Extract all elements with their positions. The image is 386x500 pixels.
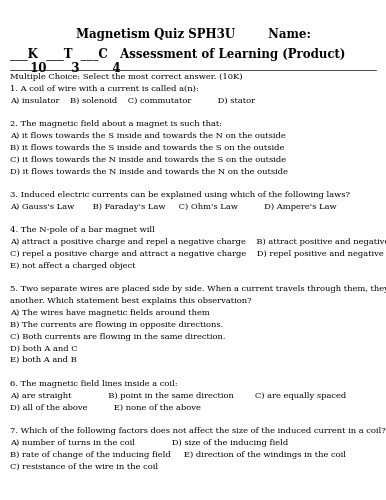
Text: A) are straight              B) point in the same direction        C) are equall: A) are straight B) point in the same dir…	[10, 392, 346, 400]
Text: D) both A and C: D) both A and C	[10, 344, 78, 352]
Text: C) Both currents are flowing in the same direction.: C) Both currents are flowing in the same…	[10, 332, 225, 340]
Text: B) it flows towards the S inside and towards the S on the outside: B) it flows towards the S inside and tow…	[10, 144, 284, 152]
Text: E) not affect a charged object: E) not affect a charged object	[10, 262, 135, 270]
Text: another. Which statement best explains this observation?: another. Which statement best explains t…	[10, 297, 252, 305]
Text: C) resistance of the wire in the coil: C) resistance of the wire in the coil	[10, 462, 158, 470]
Text: 10      3        4: 10 3 4	[22, 62, 120, 75]
Text: C) repel a positive charge and attract a negative charge    D) repel positive an: C) repel a positive charge and attract a…	[10, 250, 386, 258]
Text: D) all of the above          E) none of the above: D) all of the above E) none of the above	[10, 404, 201, 411]
Text: 4. The N-pole of a bar magnet will: 4. The N-pole of a bar magnet will	[10, 226, 155, 234]
Text: 5. Two separate wires are placed side by side. When a current travels through th: 5. Two separate wires are placed side by…	[10, 286, 386, 294]
Text: 6. The magnetic field lines inside a coil:: 6. The magnetic field lines inside a coi…	[10, 380, 178, 388]
Text: D) it flows towards the N inside and towards the N on the outside: D) it flows towards the N inside and tow…	[10, 168, 288, 175]
Text: Multiple Choice: Select the most correct answer. (10K): Multiple Choice: Select the most correct…	[10, 73, 243, 81]
Text: C) it flows towards the N inside and towards the S on the outside: C) it flows towards the N inside and tow…	[10, 156, 286, 164]
Text: 3. Induced electric currents can be explained using which of the following laws?: 3. Induced electric currents can be expl…	[10, 191, 350, 199]
Text: A) it flows towards the S inside and towards the N on the outside: A) it flows towards the S inside and tow…	[10, 132, 286, 140]
Text: Magnetism Quiz SPH3U        Name:: Magnetism Quiz SPH3U Name:	[76, 28, 310, 41]
Text: A) number of turns in the coil              D) size of the inducing field: A) number of turns in the coil D) size o…	[10, 439, 288, 447]
Text: 1. A coil of wire with a current is called a(n):: 1. A coil of wire with a current is call…	[10, 85, 199, 93]
Text: A) attract a positive charge and repel a negative charge    B) attract positive : A) attract a positive charge and repel a…	[10, 238, 386, 246]
Text: 7. Which of the following factors does not affect the size of the induced curren: 7. Which of the following factors does n…	[10, 427, 386, 435]
Text: B) The currents are flowing in opposite directions.: B) The currents are flowing in opposite …	[10, 321, 223, 329]
Text: A) The wires have magnetic fields around them: A) The wires have magnetic fields around…	[10, 309, 210, 317]
Text: 2. The magnetic field about a magnet is such that:: 2. The magnetic field about a magnet is …	[10, 120, 222, 128]
Text: B) rate of change of the inducing field     E) direction of the windings in the : B) rate of change of the inducing field …	[10, 450, 346, 458]
Text: ___K  ___T  ___C   Assessment of Learning (Product): ___K ___T ___C Assessment of Learning (P…	[10, 48, 345, 61]
Text: E) both A and B: E) both A and B	[10, 356, 77, 364]
Text: A) Gauss's Law       B) Faraday's Law     C) Ohm's Law          D) Ampere's Law: A) Gauss's Law B) Faraday's Law C) Ohm's…	[10, 203, 337, 211]
Text: A) insulator    B) solenoid    C) commutator          D) stator: A) insulator B) solenoid C) commutator D…	[10, 96, 255, 104]
